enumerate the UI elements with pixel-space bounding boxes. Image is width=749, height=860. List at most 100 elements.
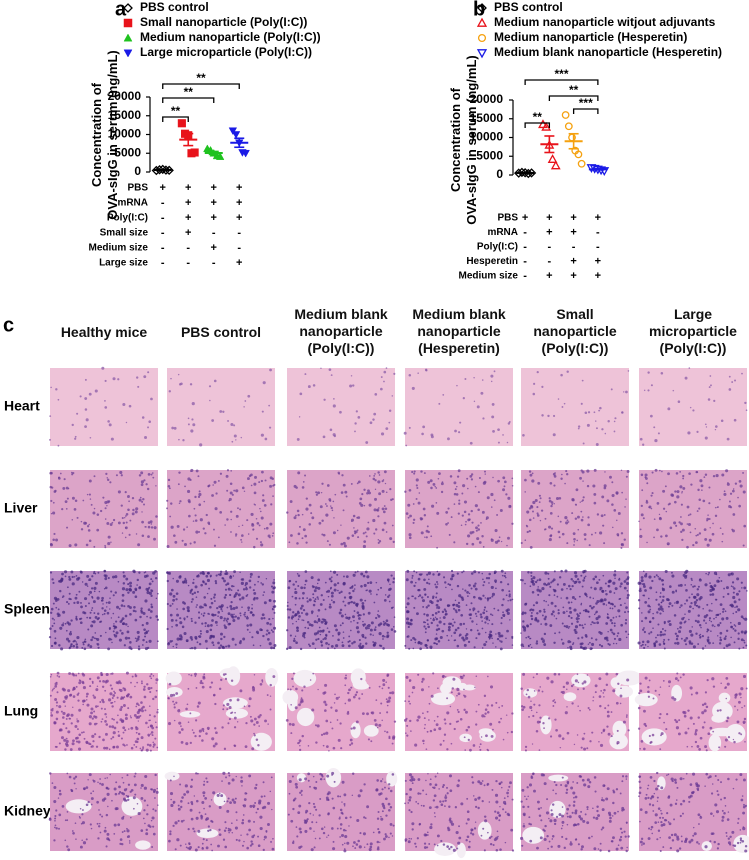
nucleus (423, 743, 425, 745)
nucleus (135, 638, 137, 640)
nucleus (203, 730, 205, 732)
nucleus (182, 608, 185, 611)
nucleus (721, 474, 724, 477)
nucleus (143, 503, 145, 505)
nucleus (66, 740, 69, 743)
nucleus (138, 645, 140, 647)
nucleus (49, 817, 51, 819)
nucleus (169, 487, 171, 489)
nucleus (466, 543, 468, 545)
nucleus (264, 836, 267, 839)
nucleus (542, 722, 544, 724)
nucleus (471, 620, 473, 622)
nucleus (170, 779, 172, 781)
nucleus (426, 647, 428, 649)
nucleus (357, 416, 360, 419)
nucleus (572, 643, 574, 645)
nucleus (504, 572, 506, 574)
nucleus (705, 436, 708, 439)
nucleus (746, 409, 748, 411)
nucleus (244, 584, 246, 586)
nucleus (562, 622, 564, 624)
nucleus (742, 472, 744, 474)
nucleus (166, 572, 168, 574)
nucleus (533, 604, 535, 606)
nucleus (473, 744, 476, 747)
nucleus (205, 583, 208, 586)
nucleus (442, 800, 444, 802)
nucleus (554, 673, 557, 676)
nucleus (84, 597, 87, 600)
nucleus (344, 843, 345, 844)
nucleus (521, 613, 524, 616)
nucleus (580, 511, 582, 513)
nucleus (123, 571, 125, 573)
nucleus (530, 575, 532, 577)
nucleus (343, 793, 346, 796)
nucleus (500, 647, 503, 650)
nucleus (193, 579, 195, 581)
nucleus (147, 824, 150, 827)
nucleus (583, 680, 586, 683)
nucleus (145, 483, 147, 485)
nucleus (71, 790, 73, 792)
nucleus (138, 720, 139, 721)
nucleus (438, 573, 441, 576)
nucleus (151, 731, 154, 734)
nucleus (315, 724, 317, 726)
nucleus (549, 586, 551, 588)
nucleus (296, 835, 298, 837)
nucleus (607, 711, 610, 714)
nucleus (543, 600, 545, 602)
nucleus (61, 711, 63, 713)
nucleus (308, 780, 310, 782)
nucleus (74, 576, 76, 578)
histology-image (404, 469, 513, 548)
nucleus (241, 534, 244, 537)
nucleus (157, 709, 159, 711)
nucleus (478, 572, 480, 574)
nucleus (144, 599, 147, 602)
nucleus (243, 588, 245, 590)
nucleus (111, 438, 114, 441)
nucleus (211, 850, 213, 852)
nucleus (242, 804, 244, 806)
nucleus (55, 825, 57, 827)
nucleus (124, 830, 126, 832)
nucleus (378, 507, 380, 509)
nucleus (223, 580, 226, 583)
nucleus (220, 473, 222, 475)
nucleus (643, 627, 645, 629)
nucleus (333, 517, 334, 518)
nucleus (457, 585, 459, 587)
nucleus (482, 800, 484, 802)
nucleus (140, 829, 143, 832)
nucleus (525, 637, 527, 639)
nucleus (228, 623, 231, 626)
nucleus (409, 773, 412, 776)
legend-marker (124, 50, 132, 57)
nucleus (343, 849, 346, 852)
nucleus (579, 710, 581, 712)
nucleus (203, 808, 205, 810)
nucleus (475, 504, 478, 507)
nucleus (532, 591, 535, 594)
nucleus (95, 582, 98, 585)
nucleus (207, 613, 209, 615)
nucleus (577, 516, 580, 519)
nucleus (434, 843, 436, 845)
nucleus (678, 584, 680, 586)
nucleus (744, 642, 746, 644)
nucleus (322, 692, 325, 695)
nucleus (360, 599, 363, 602)
nucleus (261, 679, 263, 681)
nucleus (237, 617, 240, 620)
nucleus (150, 578, 152, 580)
nucleus (726, 630, 728, 632)
nucleus (589, 544, 591, 546)
nucleus (228, 797, 230, 799)
nucleus (487, 676, 489, 678)
y-tick-label: 0 (496, 167, 503, 181)
nucleus (485, 734, 488, 737)
nucleus (545, 518, 547, 520)
